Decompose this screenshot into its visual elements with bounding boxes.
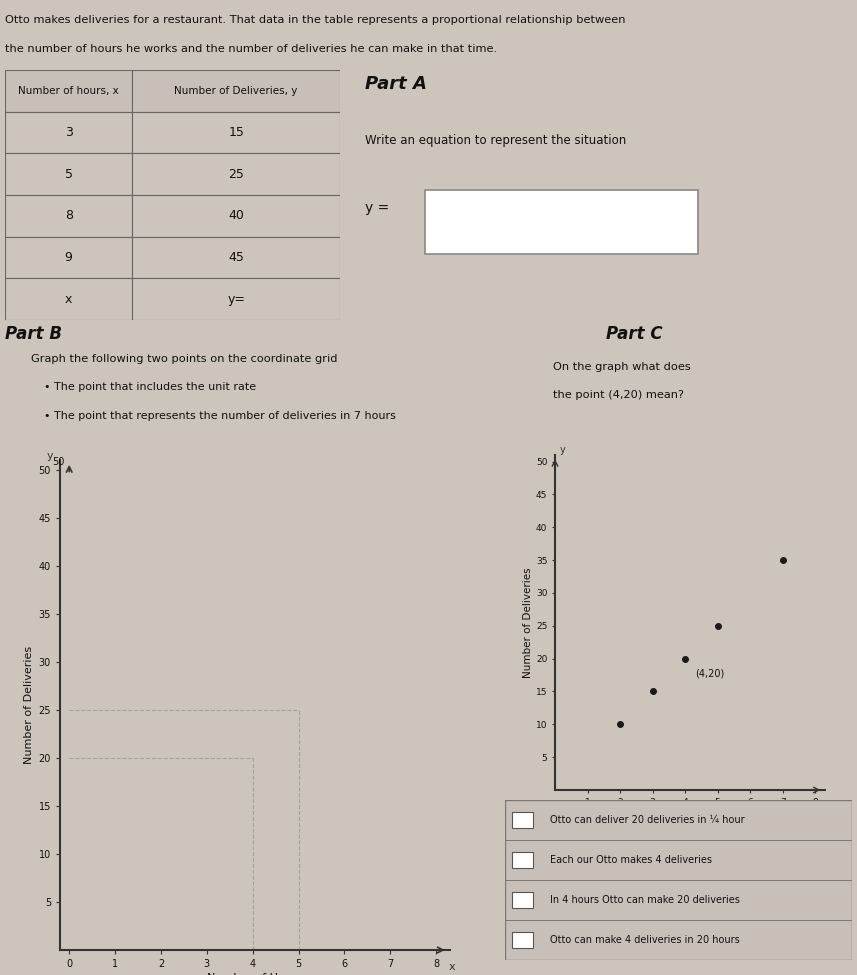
Text: x: x xyxy=(824,800,830,810)
Text: the point (4,20) mean?: the point (4,20) mean? xyxy=(553,390,684,400)
Bar xyxy=(132,278,340,320)
Bar xyxy=(5,195,132,237)
Text: • The point that includes the unit rate: • The point that includes the unit rate xyxy=(45,381,256,392)
Bar xyxy=(512,812,533,828)
Bar xyxy=(132,153,340,195)
Text: 9: 9 xyxy=(65,251,73,264)
Bar xyxy=(132,195,340,237)
Bar xyxy=(132,237,340,278)
Text: • The point that represents the number of deliveries in 7 hours: • The point that represents the number o… xyxy=(45,411,396,421)
Text: 5: 5 xyxy=(64,168,73,180)
Text: Number of Deliveries, y: Number of Deliveries, y xyxy=(175,86,298,96)
Bar xyxy=(5,70,132,112)
Bar xyxy=(424,189,698,254)
Text: Write an equation to represent the situation: Write an equation to represent the situa… xyxy=(365,135,626,147)
Y-axis label: Number of Deliveries: Number of Deliveries xyxy=(24,645,34,764)
Text: In 4 hours Otto can make 20 deliveries: In 4 hours Otto can make 20 deliveries xyxy=(550,895,740,905)
Bar xyxy=(512,932,533,948)
Text: Otto can make 4 deliveries in 20 hours: Otto can make 4 deliveries in 20 hours xyxy=(550,935,740,945)
Text: 15: 15 xyxy=(228,126,244,139)
Text: 25: 25 xyxy=(228,168,244,180)
Text: y=: y= xyxy=(227,292,245,306)
Text: Part C: Part C xyxy=(606,325,662,343)
X-axis label: Number of Hours: Number of Hours xyxy=(645,811,734,821)
Text: 45: 45 xyxy=(228,251,244,264)
Text: y =: y = xyxy=(365,201,389,215)
Text: Part B: Part B xyxy=(5,325,62,343)
Bar xyxy=(5,237,132,278)
Text: 40: 40 xyxy=(228,210,244,222)
Text: x: x xyxy=(65,292,72,306)
Y-axis label: Number of Deliveries: Number of Deliveries xyxy=(523,567,533,678)
Text: 3: 3 xyxy=(65,126,73,139)
Bar xyxy=(5,112,132,153)
Text: y: y xyxy=(560,445,566,455)
Text: Graph the following two points on the coordinate grid: Graph the following two points on the co… xyxy=(31,354,338,365)
Bar xyxy=(132,112,340,153)
Text: Otto can deliver 20 deliveries in ¼ hour: Otto can deliver 20 deliveries in ¼ hour xyxy=(550,815,745,825)
Bar xyxy=(5,278,132,320)
Text: y: y xyxy=(46,451,53,461)
Bar xyxy=(512,892,533,908)
Bar xyxy=(512,852,533,868)
Text: Each our Otto makes 4 deliveries: Each our Otto makes 4 deliveries xyxy=(550,855,712,865)
Text: the number of hours he works and the number of deliveries he can make in that ti: the number of hours he works and the num… xyxy=(5,44,497,55)
Text: Number of hours, x: Number of hours, x xyxy=(18,86,119,96)
Bar xyxy=(5,153,132,195)
Text: (4,20): (4,20) xyxy=(695,669,724,679)
Text: On the graph what does: On the graph what does xyxy=(553,362,691,371)
Text: Otto makes deliveries for a restaurant. That data in the table represents a prop: Otto makes deliveries for a restaurant. … xyxy=(5,15,626,25)
Text: 50: 50 xyxy=(52,456,64,467)
X-axis label: Number of Hours: Number of Hours xyxy=(207,973,303,975)
Bar xyxy=(132,70,340,112)
Text: 8: 8 xyxy=(64,210,73,222)
Text: x: x xyxy=(449,961,456,971)
Text: Part A: Part A xyxy=(365,75,427,93)
